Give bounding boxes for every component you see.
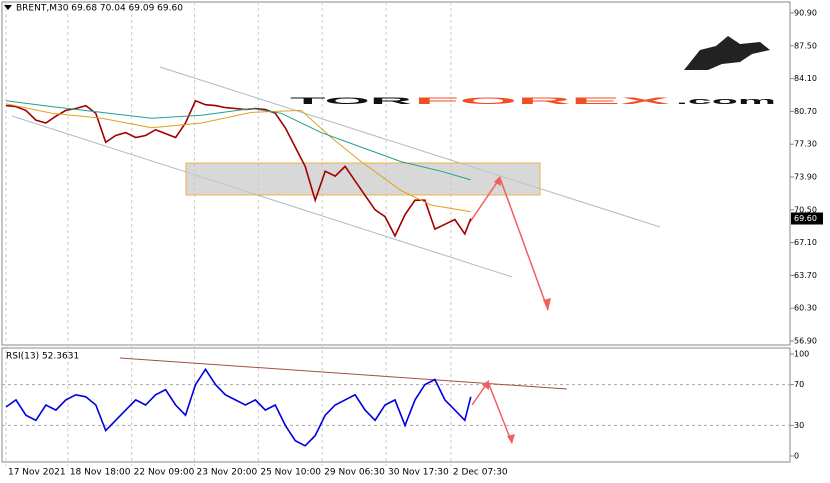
x-tick-label: 25 Nov 10:00 [260,468,321,478]
y-tick-label: 100 [794,350,809,359]
y-tick-label: 73.90 [794,173,817,182]
y-tick-label: 63.70 [794,271,817,280]
current-price-tag [791,212,823,225]
series-line [5,103,471,213]
price-title: BRENT,M30 69.68 70.04 69.09 69.60 [16,4,183,14]
x-tick-label: 23 Nov 20:00 [197,468,258,478]
rsi-title: RSI(13) 52.3631 [6,352,79,362]
series-line [5,100,471,181]
x-tick-label: 18 Nov 18:00 [70,468,131,478]
dropdown-icon [4,5,12,10]
channel-upper [159,66,661,228]
current-price-label: 69.60 [794,214,817,223]
rsi-trendline [119,357,568,390]
y-tick-label: 87.50 [794,41,817,50]
plot [5,99,472,447]
logo-bull [684,36,770,70]
y-tick-label: 70 [794,380,804,389]
y-tick-label: 80.70 [794,107,817,116]
x-tick-label: 22 Nov 09:00 [134,468,195,478]
y-tick-label: 30 [794,421,804,430]
price-panel [1,1,791,346]
series-line [5,367,472,447]
grid [2,2,794,466]
x-tick-label: 30 Nov 17:30 [388,468,449,478]
y-tick-label: 0 [794,451,799,460]
logo-tor: TOR [290,96,415,106]
logo-com: .com [676,96,776,106]
rsi-panel [1,347,791,463]
channel-lower [11,115,513,278]
y-tick-label: 70.50 [794,205,817,214]
y-tick-label: 67.10 [794,238,817,247]
y-tick-label: 60.30 [794,304,817,313]
y-tick-label: 90.90 [794,8,817,17]
logo-forex: FOREX [414,96,670,106]
x-tick-label: 17 Nov 2021 [8,468,66,478]
y-tick-label: 77.30 [794,140,817,149]
x-tick-label: 2 Dec 07:30 [453,468,508,478]
y-tick-label: 56.90 [794,337,817,346]
series-line [5,99,472,238]
resistance-zone [185,162,541,196]
x-tick-label: 29 Nov 06:30 [324,468,385,478]
rsi-arrow-heads [482,380,515,444]
y-tick-label: 84.10 [794,74,817,83]
